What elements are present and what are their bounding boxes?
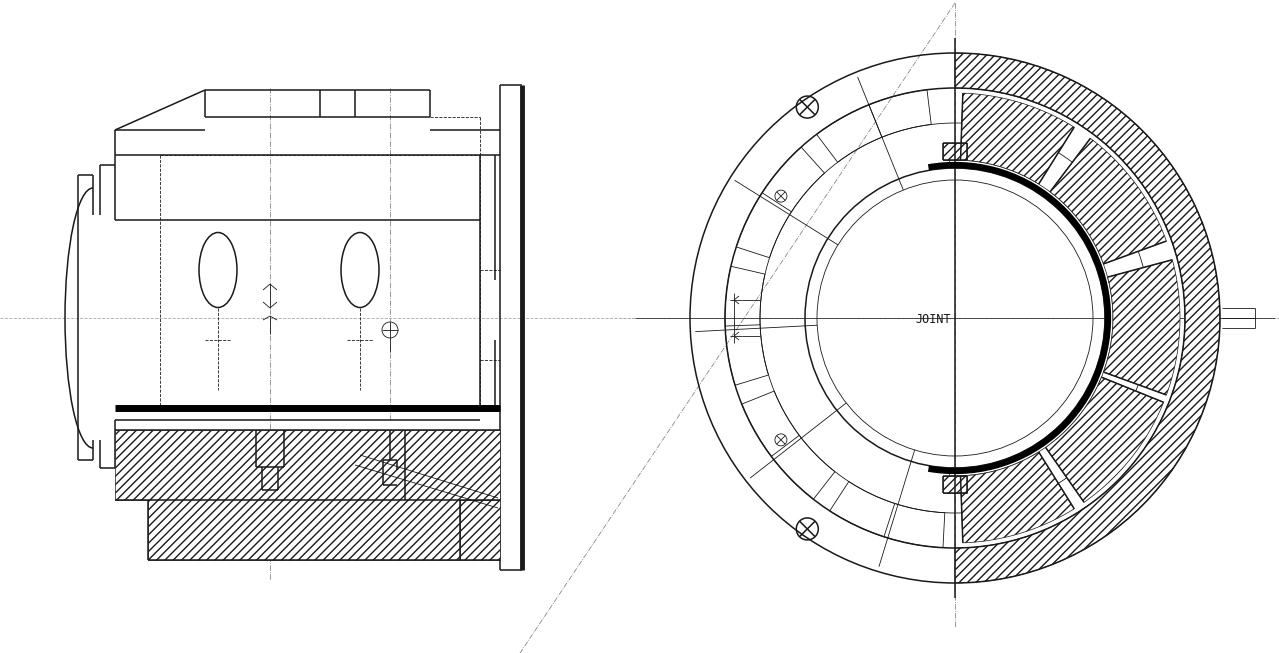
Polygon shape [1104, 260, 1181, 395]
Polygon shape [943, 476, 967, 493]
Polygon shape [1046, 377, 1164, 502]
Polygon shape [961, 93, 1074, 184]
Text: JOINT: JOINT [914, 313, 950, 326]
Ellipse shape [341, 232, 379, 308]
Ellipse shape [200, 232, 237, 308]
Polygon shape [115, 430, 500, 560]
Polygon shape [1050, 138, 1166, 264]
Polygon shape [943, 143, 967, 160]
Polygon shape [955, 53, 1220, 583]
Polygon shape [460, 500, 500, 560]
Polygon shape [961, 452, 1074, 543]
Polygon shape [949, 160, 1113, 476]
